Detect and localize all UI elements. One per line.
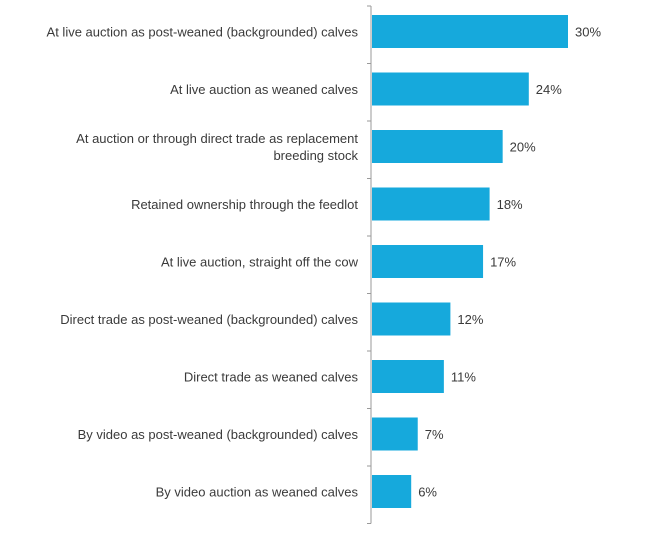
bar-1 bbox=[372, 15, 568, 48]
category-label-8: By video as post-weaned (backgrounded) c… bbox=[78, 427, 359, 442]
category-label-9: By video auction as weaned calves bbox=[156, 485, 359, 500]
bars-group bbox=[372, 15, 568, 508]
value-label-4: 18% bbox=[497, 197, 523, 212]
value-label-7: 11% bbox=[451, 370, 476, 385]
category-label-line: Retained ownership through the feedlot bbox=[131, 197, 358, 212]
category-label-line: breeding stock bbox=[273, 148, 358, 163]
bar-3 bbox=[372, 130, 503, 163]
category-label-line: At live auction as post-weaned (backgrou… bbox=[47, 25, 359, 40]
bar-6 bbox=[372, 302, 451, 336]
category-label-line: By video as post-weaned (backgrounded) c… bbox=[78, 427, 359, 442]
category-label-3: At auction or through direct trade as re… bbox=[76, 131, 358, 163]
category-label-2: At live auction as weaned calves bbox=[170, 82, 358, 97]
value-labels-group: 30% 24% 20% 18% 17% 12% 11% 7% 6% bbox=[418, 25, 601, 500]
bar-5 bbox=[372, 245, 484, 278]
bar-8 bbox=[372, 417, 418, 451]
category-label-line: Direct trade as weaned calves bbox=[184, 370, 359, 385]
value-label-5: 17% bbox=[490, 255, 516, 270]
value-label-9: 6% bbox=[418, 485, 437, 500]
value-label-6: 12% bbox=[457, 312, 483, 327]
category-label-line: At auction or through direct trade as re… bbox=[76, 131, 358, 146]
bar-4 bbox=[372, 187, 490, 221]
category-label-line: At live auction as weaned calves bbox=[170, 82, 358, 97]
bar-9 bbox=[372, 475, 412, 508]
value-label-3: 20% bbox=[510, 140, 536, 155]
category-label-line: By video auction as weaned calves bbox=[156, 485, 359, 500]
value-label-1: 30% bbox=[575, 25, 601, 40]
category-label-4: Retained ownership through the feedlot bbox=[131, 197, 358, 212]
category-label-5: At live auction, straight off the cow bbox=[161, 255, 359, 270]
category-label-line: Direct trade as post-weaned (backgrounde… bbox=[60, 312, 358, 327]
value-label-8: 7% bbox=[425, 427, 444, 442]
value-label-2: 24% bbox=[536, 82, 562, 97]
bar-7 bbox=[372, 360, 444, 393]
category-labels-group: At live auction as post-weaned (backgrou… bbox=[47, 25, 359, 500]
category-label-1: At live auction as post-weaned (backgrou… bbox=[47, 25, 359, 40]
category-label-6: Direct trade as post-weaned (backgrounde… bbox=[60, 312, 358, 327]
bar-2 bbox=[372, 72, 529, 106]
category-label-line: At live auction, straight off the cow bbox=[161, 255, 359, 270]
category-label-7: Direct trade as weaned calves bbox=[184, 370, 359, 385]
y-axis bbox=[367, 5, 372, 524]
